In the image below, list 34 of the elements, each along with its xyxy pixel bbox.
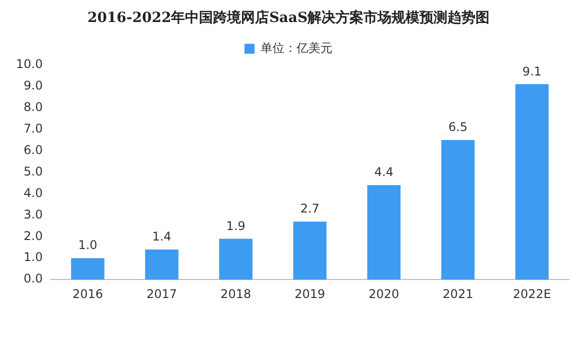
y-tick-label: 10.0: [16, 56, 43, 71]
x-tick-label: 2016: [72, 286, 104, 301]
data-label: 2.7: [300, 202, 320, 216]
y-tick-label: 7.0: [24, 121, 43, 136]
x-tick-label: 2018: [220, 286, 252, 301]
bar: [219, 238, 252, 280]
y-tick-label: 6.0: [24, 142, 43, 157]
bar: [367, 185, 401, 280]
y-tick-label: 2.0: [24, 228, 43, 243]
bar: [441, 140, 475, 280]
y-tick-label: 8.0: [24, 100, 43, 114]
bar: [293, 222, 327, 280]
x-tick-label: 2021: [442, 286, 474, 301]
legend-label: 单位：亿美元: [260, 40, 332, 55]
y-tick-label: 5.0: [24, 164, 43, 178]
data-label: 9.1: [522, 64, 542, 78]
data-label: 4.4: [374, 165, 394, 180]
data-label: 1.4: [152, 230, 172, 244]
data-label: 6.5: [448, 120, 468, 134]
y-tick-label: 4.0: [24, 186, 43, 200]
chart-title: 2016-2022年中国跨境网店SaaS解决方案市场规模预测趋势图: [87, 9, 490, 26]
y-tick-label: 9.0: [24, 78, 43, 92]
y-tick-label: 3.0: [24, 207, 43, 222]
bar: [515, 84, 549, 280]
bar: [71, 258, 104, 280]
y-tick-label: 0.0: [24, 272, 43, 286]
data-label: 1.9: [226, 218, 246, 233]
data-label: 1.0: [78, 238, 98, 252]
x-tick-label: 2017: [146, 286, 178, 301]
x-tick-label: 2022E: [512, 286, 552, 301]
bar: [145, 250, 178, 280]
x-tick-label: 2020: [368, 286, 400, 301]
x-tick-label: 2019: [294, 286, 326, 301]
y-tick-label: 1.0: [24, 250, 43, 264]
